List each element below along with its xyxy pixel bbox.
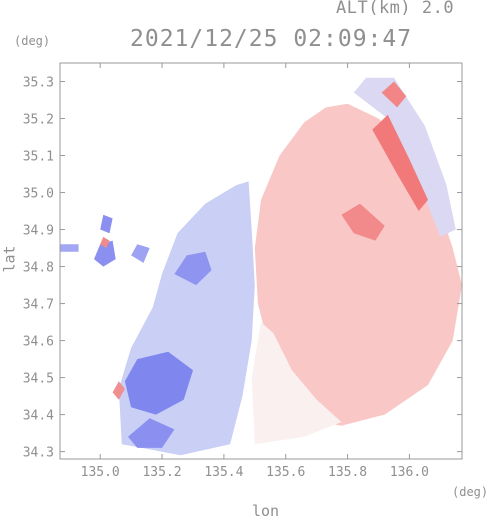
y-tick-label: 34.6 (23, 335, 54, 350)
y-tick-label: 34.8 (23, 261, 54, 276)
isolated-blue-1 (94, 240, 116, 267)
y-axis-unit: (deg) (14, 34, 51, 48)
x-tick-label: 135.4 (204, 465, 243, 480)
isolated-blue-2 (131, 244, 150, 263)
y-tick-label: 34.7 (23, 298, 54, 313)
y-tick-label: 34.3 (23, 446, 54, 461)
y-tick-label: 34.9 (23, 224, 54, 239)
x-tick-label: 135.8 (328, 465, 367, 480)
axis-ticks: 135.0 135.2 135.4 135.6 135.8 136.0 34.3 34.4 34… (23, 63, 462, 480)
y-tick-label: 35.3 (23, 76, 54, 91)
y-tick-label: 34.5 (23, 372, 54, 387)
y-tick-label: 35.0 (23, 187, 54, 202)
x-tick-label: 135.6 (266, 465, 305, 480)
echo-northeast-strip (353, 77, 456, 237)
strong-red-2 (341, 203, 385, 241)
strong-red-1 (372, 114, 428, 211)
x-axis-unit: (deg) (452, 485, 489, 499)
x-axis-label: lon (252, 502, 280, 520)
strong-red-3 (381, 81, 407, 108)
x-tick-label: 135.2 (142, 465, 181, 480)
y-tick-label: 35.1 (23, 150, 54, 165)
isolated-red-1 (100, 236, 110, 248)
y-tick-label: 35.2 (23, 113, 54, 128)
echo-southeast-white (251, 322, 342, 445)
chart-timestamp: 2021/12/25 02:09:47 (130, 26, 413, 52)
x-tick-label: 135.0 (81, 465, 120, 480)
altitude-label: ALT(km) 2.0 (336, 0, 455, 18)
strong-blue-3 (128, 418, 175, 448)
strong-blue-1 (124, 351, 193, 415)
isolated-blue-4 (100, 214, 113, 234)
echo-regions (60, 77, 462, 456)
isolated-red-2 (112, 381, 125, 400)
echo-west-blue (118, 181, 255, 456)
y-tick-label: 34.4 (23, 409, 54, 424)
plot-frame (59, 62, 463, 460)
strong-blue-2 (174, 251, 212, 286)
isolated-blue-3 (60, 244, 79, 252)
x-tick-label: 136.0 (390, 465, 429, 480)
